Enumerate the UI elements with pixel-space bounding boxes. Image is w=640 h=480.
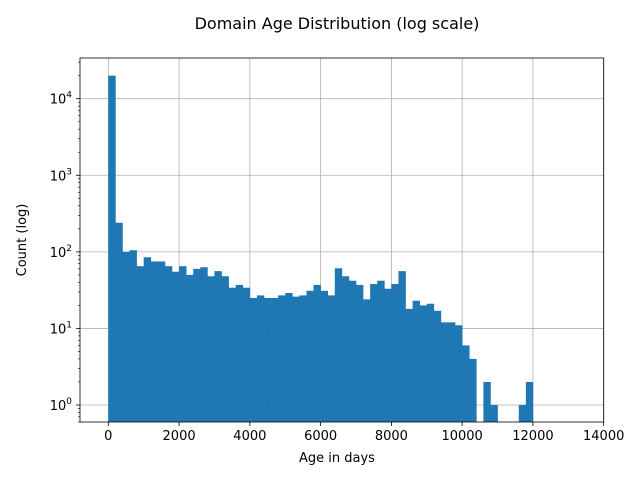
y-tick-label: 102 (50, 244, 72, 261)
histogram-bar (235, 284, 244, 422)
histogram-bar (412, 300, 420, 422)
histogram-bar (150, 261, 159, 422)
histogram-bar (228, 287, 236, 422)
histogram-bar (384, 288, 392, 422)
histogram-bar (143, 257, 152, 422)
histogram-bar (341, 276, 350, 422)
histogram-bar (313, 284, 321, 422)
histogram-bar (398, 271, 406, 422)
x-tick-label: 14000 (583, 429, 624, 444)
x-tick-label: 2000 (163, 429, 196, 444)
histogram-bar (363, 299, 371, 422)
histogram-bar (518, 405, 527, 422)
y-axis-ticks: 100 101 102 103 104 (50, 61, 80, 423)
histogram-bar (525, 381, 534, 422)
histogram-bar (334, 268, 343, 422)
x-axis-ticks: 0 2000 4000 6000 8000 10000 12000 14000 (104, 422, 624, 444)
histogram-bar (108, 75, 116, 423)
y-tick-label: 100 (50, 397, 73, 414)
histogram-bar (455, 325, 463, 422)
histogram-bar (136, 266, 144, 422)
histogram-bar (207, 276, 215, 422)
histogram-bar (221, 276, 229, 422)
histogram-bar (157, 261, 166, 422)
x-tick-label: 6000 (304, 429, 337, 444)
y-tick-label: 103 (50, 167, 72, 184)
histogram-bar (377, 280, 385, 422)
histogram-bar (256, 295, 265, 422)
x-tick-label: 8000 (375, 429, 408, 444)
chart-title: Domain Age Distribution (log scale) (195, 14, 480, 33)
histogram-bar (469, 358, 477, 422)
histogram-bar (193, 268, 201, 422)
histogram-bar (172, 271, 180, 422)
histogram-bar (348, 280, 357, 422)
y-axis-label: Count (log) (15, 204, 30, 277)
histogram-bar (115, 222, 123, 422)
histogram-bar (327, 295, 336, 422)
histogram-bar (264, 297, 272, 422)
histogram-bar (426, 303, 435, 422)
x-tick-label: 4000 (233, 429, 266, 444)
histogram-bar (448, 322, 456, 422)
histogram-bar (405, 308, 413, 422)
histogram-bar (249, 297, 258, 422)
plot-frame (79, 57, 605, 423)
histogram-bars (108, 75, 534, 423)
histogram-bar (214, 271, 222, 422)
histogram-bar (419, 305, 428, 422)
x-tick-label: 10000 (441, 429, 482, 444)
axes (79, 57, 605, 423)
histogram-bar (278, 295, 286, 422)
histogram-bar (129, 250, 137, 422)
x-tick-label: 0 (104, 429, 112, 444)
histogram-bar (179, 266, 187, 422)
histogram-bar (391, 284, 399, 422)
y-tick-label: 104 (50, 91, 73, 108)
histogram-bar (271, 297, 279, 422)
histogram-bar (490, 405, 498, 422)
histogram-bar (299, 295, 307, 422)
histogram-bar (483, 381, 491, 422)
histogram-bar (292, 296, 300, 422)
histogram-bar (370, 284, 378, 422)
histogram-bar (320, 290, 328, 422)
histogram-bar (200, 267, 208, 422)
histogram-bar (306, 290, 314, 422)
histogram-bar (164, 266, 173, 422)
histogram-bar (122, 251, 130, 422)
histogram-bar (440, 322, 449, 422)
y-tick-label: 101 (50, 320, 72, 337)
histogram-bar (285, 293, 293, 422)
histogram-bar (433, 310, 442, 422)
x-axis-label: Age in days (299, 451, 375, 466)
histogram-bar (356, 284, 364, 422)
histogram-bar (186, 274, 194, 422)
histogram-bar (462, 345, 470, 422)
histogram-bar (242, 287, 251, 422)
x-tick-label: 12000 (512, 429, 553, 444)
